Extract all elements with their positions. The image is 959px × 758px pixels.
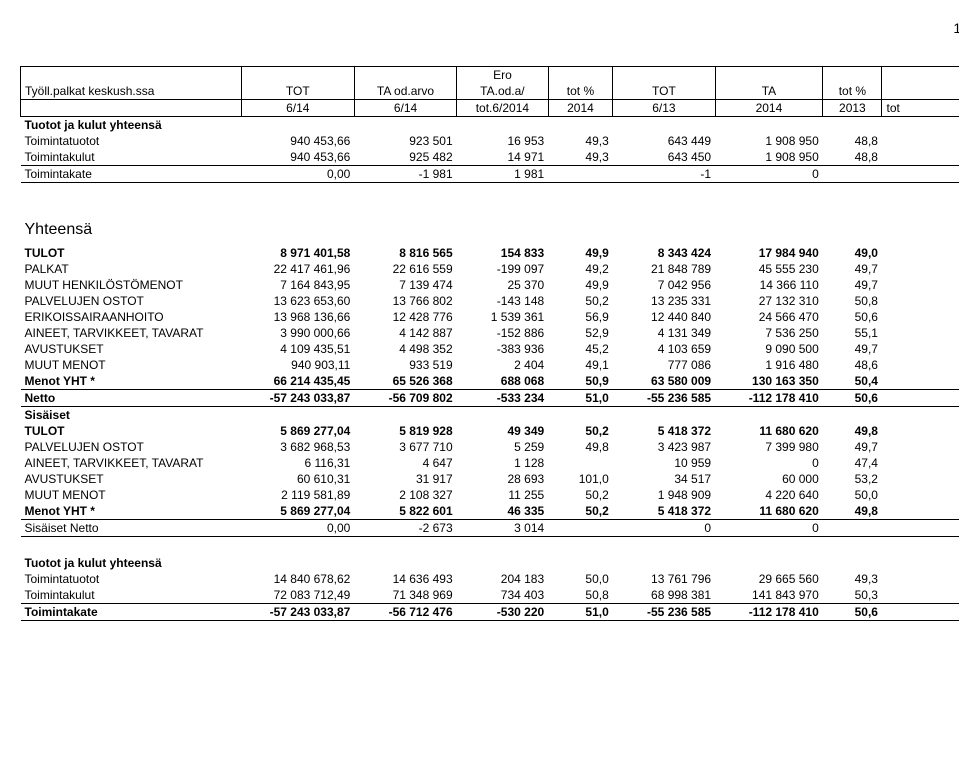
table-row: MUUT MENOT2 119 581,892 108 32711 25550,…	[21, 487, 959, 503]
table-row: TULOT5 869 277,045 819 92849 34950,25 41…	[21, 423, 959, 439]
header-row-b: Työll.palkat keskush.ssaTOTTA od.arvoTA.…	[21, 83, 959, 100]
table-row: AINEET, TARVIKKEET, TAVARAT3 990 000,664…	[21, 325, 959, 341]
table-row: Menot YHT *66 214 435,4565 526 368688 06…	[21, 373, 959, 390]
table-row: Netto-57 243 033,87-56 709 802-533 23451…	[21, 390, 959, 407]
table-row: Menot YHT *5 869 277,045 822 60146 33550…	[21, 503, 959, 520]
section-title-row: Tuotot ja kulut yhteensä	[21, 117, 959, 134]
table-row: MUUT HENKILÖSTÖMENOT7 164 843,957 139 47…	[21, 277, 959, 293]
table-row: AVUSTUKSET60 610,3131 91728 693101,034 5…	[21, 471, 959, 487]
table-row: Toimintakulut940 453,66925 48214 97149,3…	[21, 149, 959, 166]
table-row: Toimintakulut72 083 712,4971 348 969734 …	[21, 587, 959, 604]
table-row: Toimintatuotot14 840 678,6214 636 493204…	[21, 571, 959, 587]
table-row: Sisäiset	[21, 407, 959, 424]
table-row: ERIKOISSAIRAANHOITO13 968 136,6612 428 7…	[21, 309, 959, 325]
header-period-row: 6/146/14tot.6/201420146/1320142013tot	[21, 100, 959, 117]
table-row: AINEET, TARVIKKEET, TAVARAT6 116,314 647…	[21, 455, 959, 471]
spacer-row	[21, 183, 959, 216]
table-row: Sisäiset Netto0,00-2 6733 01400	[21, 520, 959, 537]
table-row: TULOT8 971 401,588 816 565154 83349,98 3…	[21, 245, 959, 261]
table-row: MUUT MENOT940 903,11933 5192 40449,1777 …	[21, 357, 959, 373]
table-row: AVUSTUKSET4 109 435,514 498 352-383 9364…	[21, 341, 959, 357]
table-row: PALVELUJEN OSTOT3 682 968,533 677 7105 2…	[21, 439, 959, 455]
table-row: Toimintakate0,00-1 9811 981-10	[21, 166, 959, 183]
section-title-row: Tuotot ja kulut yhteensä	[21, 555, 959, 571]
page-number: 17	[20, 20, 959, 36]
financial-table: EroTyöll.palkat keskush.ssaTOTTA od.arvo…	[20, 66, 959, 621]
section-title-row: Yhteensä	[21, 215, 959, 245]
table-row: PALVELUJEN OSTOT13 623 653,6013 766 802-…	[21, 293, 959, 309]
table-row: PALKAT22 417 461,9622 616 559-199 09749,…	[21, 261, 959, 277]
table-row: Toimintakate-57 243 033,87-56 712 476-53…	[21, 604, 959, 621]
table-row: Toimintatuotot940 453,66923 50116 95349,…	[21, 133, 959, 149]
header-row-a: Ero	[21, 67, 959, 84]
spacer-row	[21, 537, 959, 556]
